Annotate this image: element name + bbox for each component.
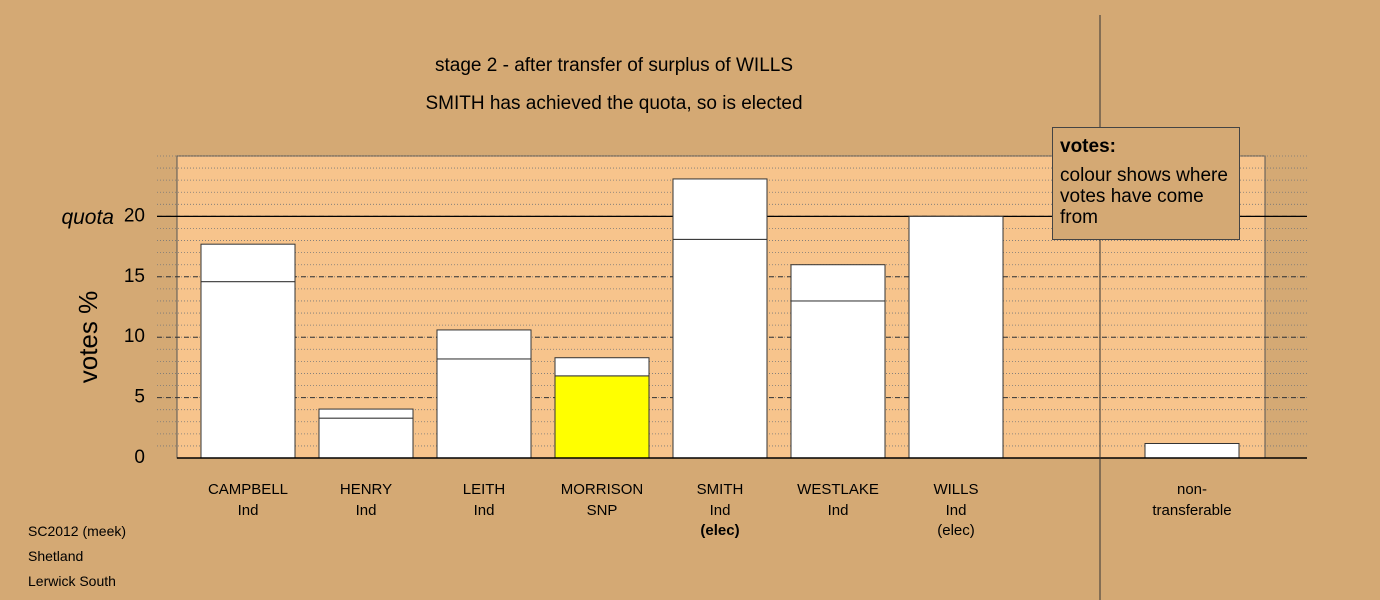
status-label: (elec) bbox=[937, 522, 975, 539]
category-label: SMITH bbox=[696, 481, 744, 498]
category-label: MORRISON bbox=[560, 481, 644, 498]
footer-text: Shetland bbox=[28, 548, 84, 564]
bar-segment bbox=[554, 375, 650, 459]
category-label: WESTLAKE bbox=[797, 481, 879, 498]
party-label: SNP bbox=[586, 502, 618, 519]
legend: votes: colour shows where votes have com… bbox=[1052, 127, 1240, 240]
bar-segment bbox=[672, 238, 768, 459]
party-label: Ind bbox=[473, 502, 495, 519]
bar-segment bbox=[672, 178, 768, 240]
bar-segment bbox=[908, 215, 1004, 459]
bar-segment bbox=[554, 357, 650, 377]
legend-text: colour shows where votes have come from bbox=[1060, 165, 1228, 228]
category-label: WILLS bbox=[933, 481, 979, 498]
bar-segment bbox=[1144, 443, 1240, 459]
party-label: Ind bbox=[237, 502, 259, 519]
category-label: non-transferable bbox=[1152, 481, 1232, 519]
status-label: (elec) bbox=[700, 522, 740, 539]
bar-segment bbox=[790, 300, 886, 459]
bar-segment bbox=[318, 408, 414, 419]
category-label: HENRY bbox=[339, 481, 393, 498]
quota-label: quota bbox=[61, 206, 114, 229]
party-label: Ind bbox=[709, 502, 731, 519]
y-tick-label: 20 bbox=[124, 205, 145, 226]
y-tick-label: 10 bbox=[124, 326, 145, 347]
bar-segment bbox=[790, 264, 886, 302]
bar-segment bbox=[436, 358, 532, 459]
y-tick-label: 15 bbox=[124, 266, 145, 287]
y-axis-label: votes % bbox=[73, 291, 103, 384]
footer-text: Lerwick South bbox=[28, 573, 116, 589]
footer-text: SC2012 (meek) bbox=[28, 523, 127, 539]
bar-segment bbox=[200, 281, 296, 459]
bar-segment bbox=[200, 243, 296, 283]
y-tick-label: 5 bbox=[134, 387, 145, 408]
party-label: Ind bbox=[827, 502, 849, 519]
chart-title: stage 2 - after transfer of surplus of W… bbox=[435, 55, 793, 76]
category-label: LEITH bbox=[462, 481, 506, 498]
bar-segment bbox=[318, 417, 414, 459]
chart-subtitle: SMITH has achieved the quota, so is elec… bbox=[425, 93, 802, 114]
category-label: CAMPBELL bbox=[207, 481, 289, 498]
legend-title: votes: bbox=[1060, 136, 1116, 157]
y-tick-label: 0 bbox=[134, 447, 145, 468]
party-label: Ind bbox=[355, 502, 377, 519]
bar-segment bbox=[436, 329, 532, 360]
party-label: Ind bbox=[945, 502, 967, 519]
